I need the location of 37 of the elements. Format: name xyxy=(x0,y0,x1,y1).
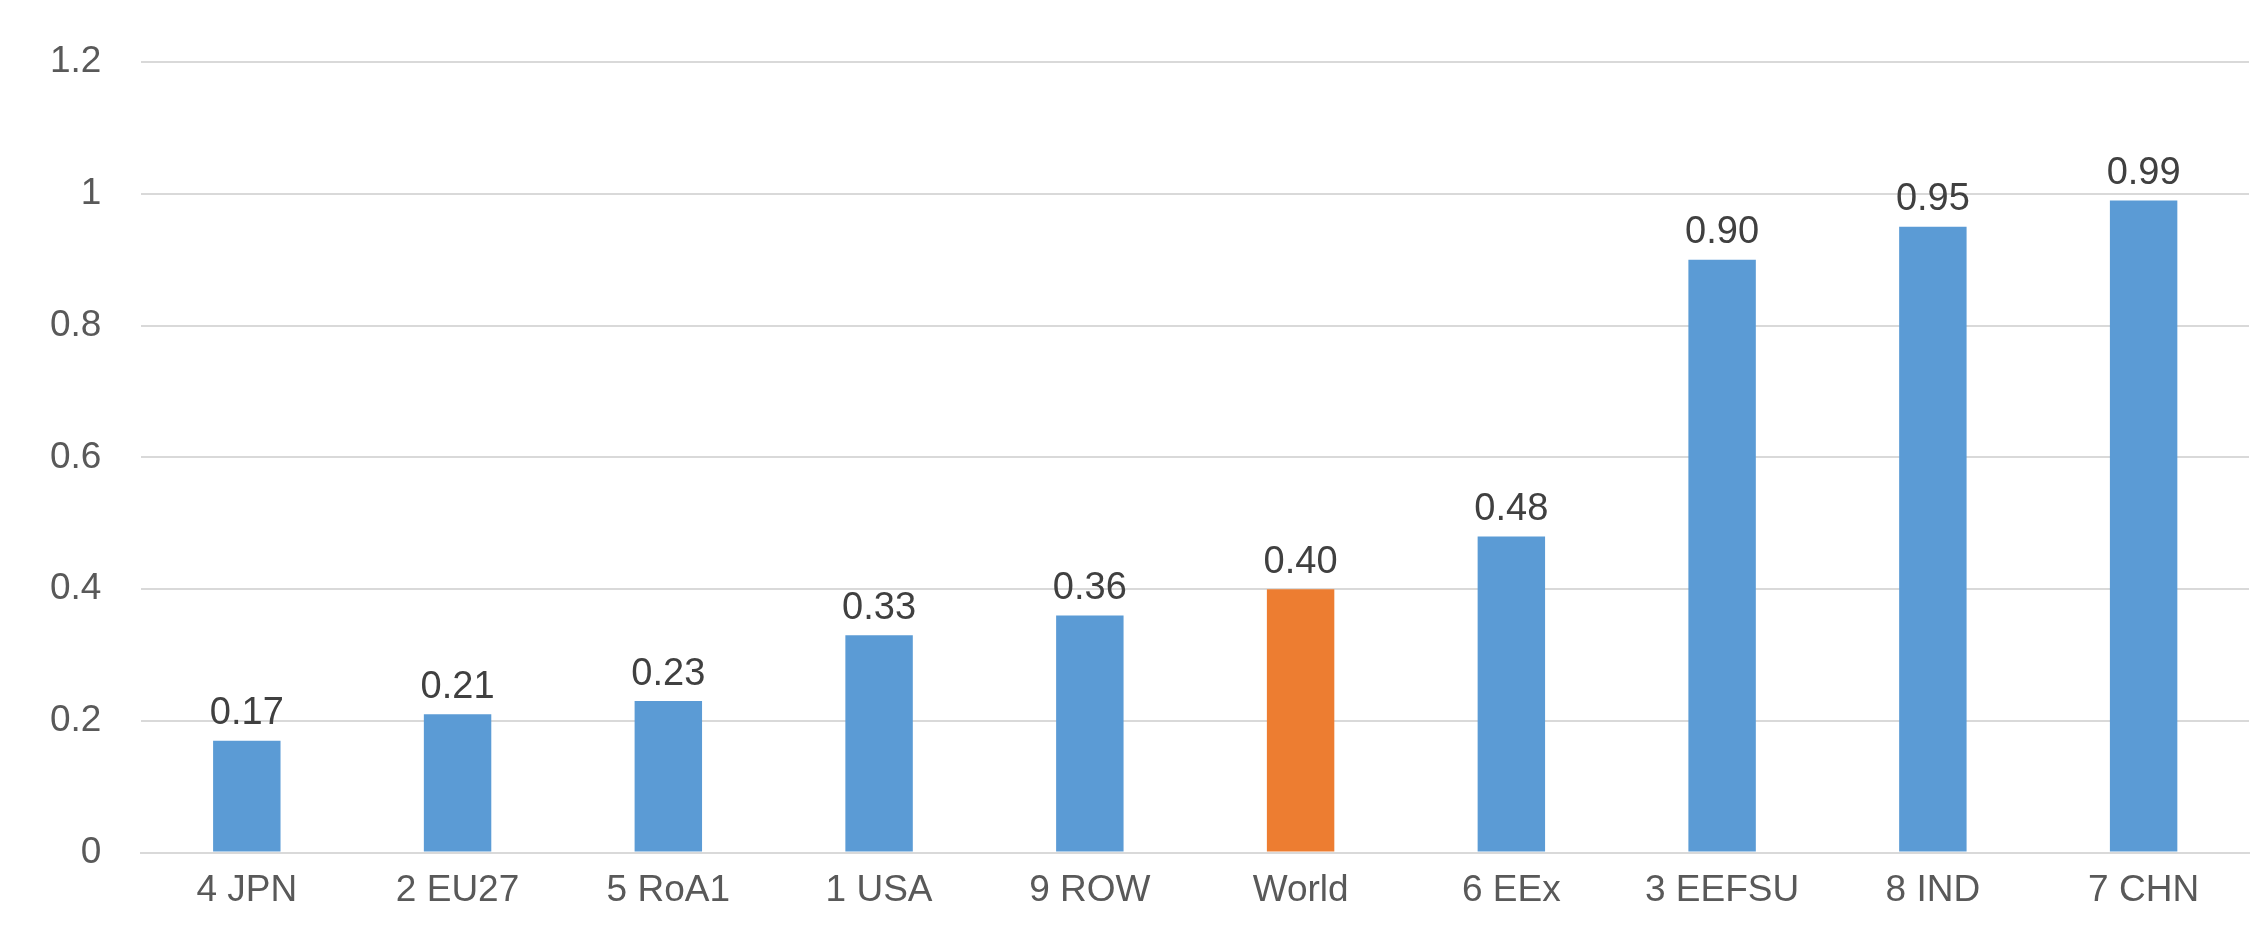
y-tick-label: 0.2 xyxy=(50,698,102,740)
data-label: 0.48 xyxy=(1474,485,1549,528)
y-tick-label: 1.2 xyxy=(50,39,102,81)
y-tick-label: 0.6 xyxy=(50,434,102,476)
x-tick-label: 5 RoA1 xyxy=(606,868,731,909)
x-tick-label: 1 USA xyxy=(825,868,933,909)
data-label: 0.95 xyxy=(1895,176,1970,219)
x-tick-label: 2 EU27 xyxy=(395,868,520,909)
data-label: 0.23 xyxy=(631,650,706,693)
y-tick-label: 0.8 xyxy=(50,302,102,344)
data-label: 0.33 xyxy=(842,584,917,627)
bar xyxy=(1266,589,1335,852)
bar xyxy=(2109,200,2178,852)
data-label: 0.36 xyxy=(1052,564,1127,607)
bar xyxy=(845,635,913,852)
x-tick-label: 9 ROW xyxy=(1029,868,1151,909)
bar xyxy=(1477,536,1546,852)
data-label: 0.40 xyxy=(1263,538,1338,581)
x-tick-label: 3 EEFSU xyxy=(1645,868,1800,909)
x-tick-label: 7 CHN xyxy=(2088,868,2200,909)
x-tick-label: 6 EEx xyxy=(1461,868,1562,909)
y-tick-label: 0 xyxy=(80,829,102,871)
data-label: 0.90 xyxy=(1685,209,1760,252)
x-tick-label: World xyxy=(1252,868,1349,909)
bar xyxy=(1899,226,1967,852)
y-tick-label: 0.4 xyxy=(50,566,102,608)
data-label: 0.17 xyxy=(209,690,284,733)
data-label: 0.99 xyxy=(2106,150,2181,192)
x-tick-label: 8 IND xyxy=(1885,868,1981,909)
data-label: 0.21 xyxy=(420,663,495,706)
bar xyxy=(1688,259,1756,852)
bar xyxy=(423,714,492,852)
bar xyxy=(634,701,703,852)
y-tick-label: 1 xyxy=(80,171,102,213)
bar xyxy=(213,740,281,852)
bar xyxy=(1056,615,1124,852)
x-tick-label: 4 JPN xyxy=(196,868,298,909)
